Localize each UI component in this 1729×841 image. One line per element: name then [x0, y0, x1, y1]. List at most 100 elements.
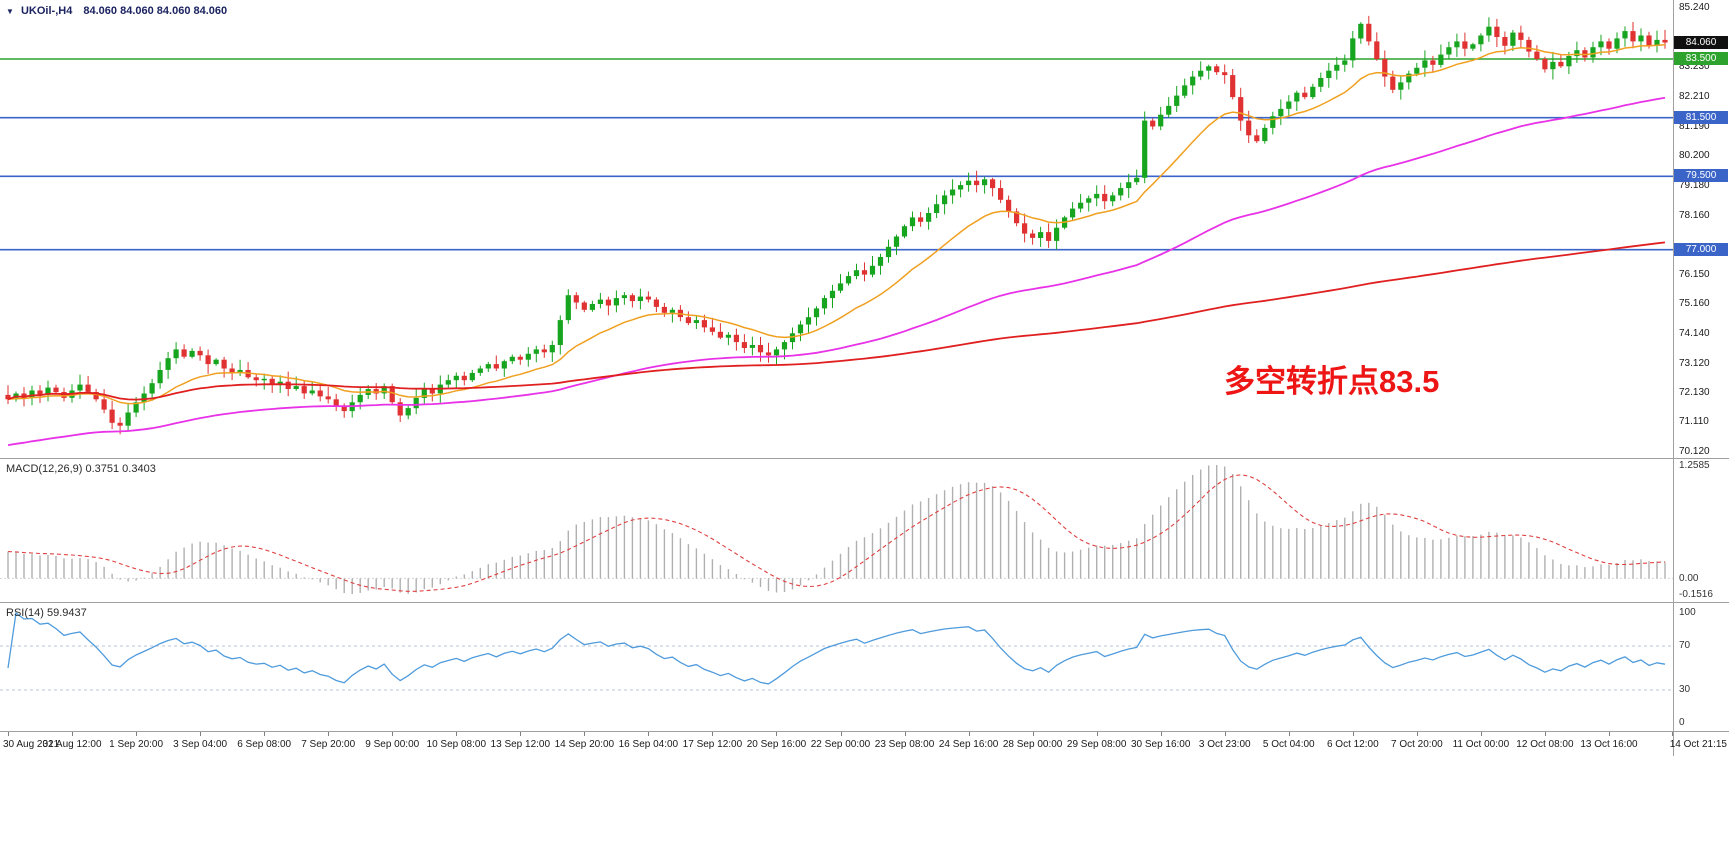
candle-body [1630, 31, 1636, 42]
candle-body [637, 296, 643, 301]
time-axis-label: 20 Sep 16:00 [746, 739, 807, 750]
macd-canvas[interactable] [0, 459, 1673, 602]
candle-body [950, 189, 956, 196]
ohlc-values: 84.060 84.060 84.060 84.060 [83, 5, 228, 17]
price-badge-79.500: 79.500 [1674, 169, 1728, 183]
candle-body [1590, 47, 1596, 58]
candle-body [165, 358, 171, 370]
candle-body [533, 349, 539, 354]
candle-body [461, 375, 467, 381]
price-axis-label: 79.180 [1679, 179, 1710, 191]
rsi-name: RSI(14) [6, 607, 44, 619]
candle-body [1646, 35, 1652, 46]
candle-body [1302, 92, 1308, 98]
candle-body [1406, 73, 1412, 83]
candle-body [1238, 97, 1244, 121]
candle-body [565, 295, 571, 321]
mid-ma-line [7, 96, 1666, 446]
time-axis-label: 17 Sep 12:00 [682, 739, 743, 750]
price-chart-canvas[interactable] [0, 0, 1673, 458]
time-axis-label: 1 Sep 20:00 [109, 739, 164, 750]
time-axis-label: 24 Sep 16:00 [938, 739, 999, 750]
time-axis-tick [904, 732, 906, 736]
candle-body [934, 204, 940, 213]
candle-body [1350, 38, 1356, 61]
candle-body [693, 320, 699, 323]
candle-body [141, 393, 147, 403]
candle-body [1382, 59, 1388, 77]
candle-body [741, 342, 747, 348]
macd-label: MACD(12,26,9) 0.3751 0.3403 [6, 463, 156, 475]
price-badge-83.500: 83.500 [1674, 51, 1728, 65]
candle-body [1486, 26, 1492, 36]
candle-body [1198, 70, 1204, 77]
candle-body [5, 394, 11, 400]
candle-body [517, 356, 523, 360]
rsi-label: RSI(14) 59.9437 [6, 607, 87, 619]
candle-body [1342, 60, 1348, 65]
candle-body [1134, 177, 1140, 183]
collapse-triangle-icon[interactable]: ▼ [6, 7, 14, 16]
candle-body [1022, 223, 1028, 234]
price-axis-label: 80.200 [1679, 149, 1710, 161]
candle-body [621, 295, 627, 299]
candle-body [133, 402, 139, 413]
time-axis-tick [1480, 732, 1482, 736]
candle-body [942, 195, 948, 205]
candle-body [661, 306, 667, 313]
candle-body [765, 352, 772, 356]
candle-body [1006, 199, 1012, 212]
candle-body [829, 290, 836, 299]
candle-body [1430, 60, 1436, 65]
time-axis-label: 30 Aug 2021 [3, 739, 60, 750]
candle-body [309, 390, 315, 394]
time-axis-label: 13 Sep 12:00 [490, 739, 551, 750]
time-axis-tick [584, 732, 586, 736]
candle-body [1294, 92, 1300, 102]
panel-separator [0, 602, 1729, 603]
time-axis-label: 16 Sep 04:00 [618, 739, 679, 750]
time-axis-tick [136, 732, 138, 736]
time-axis-label: 5 Oct 04:00 [1262, 739, 1315, 750]
price-axis-label: 70.120 [1679, 445, 1710, 457]
candle-body [325, 396, 331, 400]
time-axis-tick [328, 732, 330, 736]
time-axis-label: 13 Oct 16:00 [1580, 739, 1638, 750]
candle-body [1166, 105, 1172, 115]
candle-body [853, 270, 860, 277]
rsi-axis-label: 0 [1679, 717, 1685, 728]
time-axis-label: 6 Sep 08:00 [237, 739, 292, 750]
candle-body [926, 213, 932, 222]
candle-body [357, 394, 363, 403]
rsi-canvas[interactable] [0, 603, 1673, 731]
time-axis-tick [1096, 732, 1098, 736]
candle-body [1598, 41, 1604, 48]
price-axis-label: 74.140 [1679, 327, 1710, 339]
candle-body [341, 406, 347, 412]
macd-axis-zero: 0.00 [1679, 573, 1699, 585]
candle-body [1494, 26, 1500, 37]
candle-body [821, 298, 828, 309]
time-axis-label: 3 Oct 23:00 [1198, 739, 1251, 750]
candle-body [805, 317, 812, 325]
candle-body [1150, 120, 1156, 127]
price-badge-81.500: 81.500 [1674, 110, 1728, 124]
candle-body [1070, 208, 1076, 218]
candle-body [1278, 108, 1284, 117]
candle-body [109, 409, 115, 423]
panel-separator [0, 458, 1729, 459]
price-axis-label: 82.210 [1679, 90, 1710, 102]
time-axis-tick [776, 732, 778, 736]
time-axis-tick [1608, 732, 1610, 736]
time-axis-tick [1672, 732, 1673, 736]
candle-body [1502, 37, 1508, 46]
candle-body [645, 296, 651, 300]
candle-body [1078, 202, 1084, 209]
candle-body [573, 295, 579, 303]
candle-body [885, 246, 892, 258]
time-axis-tick [840, 732, 842, 736]
candle-body [1534, 51, 1540, 59]
price-badge-77.000: 77.000 [1674, 242, 1728, 256]
candle-body [1398, 82, 1404, 90]
